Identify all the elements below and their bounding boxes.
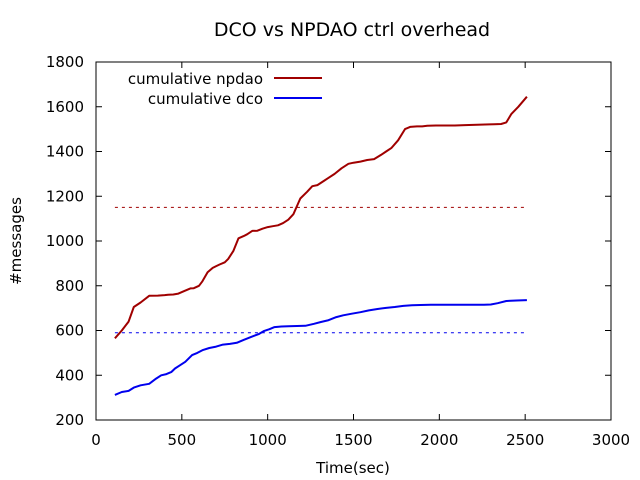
chart-title: DCO vs NPDAO ctrl overhead <box>214 19 490 41</box>
series-line-1 <box>114 299 527 396</box>
x-tick-label: 2500 <box>506 431 544 449</box>
plot-area-border <box>95 61 612 421</box>
y-tick-label: 1000 <box>46 232 84 250</box>
y-tick-label: 1600 <box>46 98 84 116</box>
x-axis-label: Time(sec) <box>315 459 390 477</box>
series-line-0 <box>114 96 528 339</box>
y-tick-label: 200 <box>55 411 84 429</box>
y-tick-label: 600 <box>55 322 84 340</box>
legend-label-npdao: cumulative npdao <box>128 70 263 88</box>
x-tick-label: 1000 <box>249 431 287 449</box>
x-tick-label: 0 <box>91 431 101 449</box>
legend: cumulative npdao cumulative dco <box>128 70 322 108</box>
y-tick-label: 800 <box>55 277 84 295</box>
y-tick-label: 1200 <box>46 187 84 205</box>
x-tick-label: 500 <box>168 431 197 449</box>
y-tick-label: 1400 <box>46 143 84 161</box>
x-tick-label: 1500 <box>334 431 372 449</box>
x-tick-label: 3000 <box>592 431 630 449</box>
y-tick-label: 400 <box>55 366 84 384</box>
series-lines <box>114 96 528 396</box>
legend-label-dco: cumulative dco <box>148 90 263 108</box>
reference-lines <box>114 206 527 334</box>
y-tick-label: 1800 <box>46 53 84 71</box>
axis-ticks: 0 500 1000 1500 2000 2500 3000 200 400 600 800 1000… <box>46 53 630 449</box>
y-axis-label: #messages <box>7 197 25 285</box>
x-tick-label: 2000 <box>420 431 458 449</box>
